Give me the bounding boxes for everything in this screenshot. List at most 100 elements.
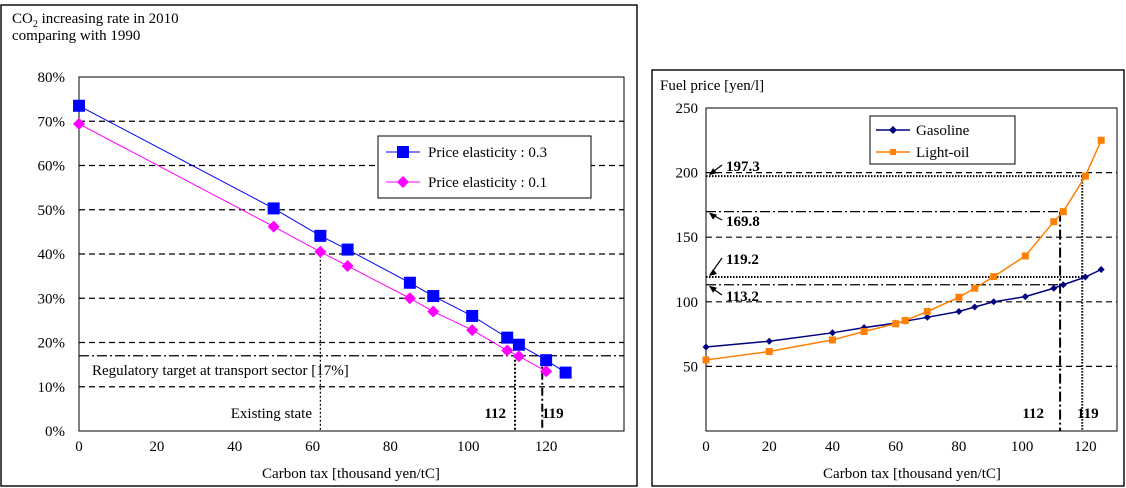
chart-frame [651,69,1125,487]
data-point [765,348,773,356]
data-point [501,331,514,344]
y-tick-label: 250 [676,101,699,117]
data-point [828,336,836,344]
price-annotations: 197.3 169.8 119.2 113.2 [709,159,760,305]
data-point [1059,208,1067,216]
mark-119-label: 119 [542,406,564,422]
y-tick-label: 150 [676,230,699,246]
data-point [403,276,416,289]
data-point [923,307,931,315]
data-point [702,356,710,364]
x-tick-label: 80 [383,439,398,455]
data-point [1097,266,1105,273]
grid [706,172,1117,367]
annotation-label-197.3: 197.3 [726,159,760,175]
data-point [1081,273,1089,281]
annotation-label-169.8: 169.8 [726,214,760,230]
x-tick-label: 0 [702,439,710,455]
x-tick-label: 80 [951,439,966,455]
annotation-arrowhead-113.2 [709,285,717,293]
y-tick-label: 50 [683,359,698,375]
data-point [1059,281,1067,289]
mark-112-label: 112 [484,406,506,422]
y-tick-label: 100 [676,295,699,311]
x-tick-label: 20 [149,439,164,455]
y-tick-label: 30% [38,291,66,307]
data-point [765,337,773,345]
series-group [702,136,1105,364]
data-point [540,365,553,378]
chart-frame [0,4,638,487]
data-point [501,344,514,357]
x-axis-label: Carbon tax [thousand yen/tC] [823,466,1001,482]
data-point [512,350,525,363]
data-point [1050,284,1058,292]
annotation-label-119.2: 119.2 [726,252,759,268]
x-tick-label: 0 [75,439,83,455]
y-tick-label: 200 [676,166,699,182]
x-tick-label: 120 [1074,439,1097,455]
annotation-label-113.2: 113.2 [726,289,759,305]
chart-title-line2: comparing with 1990 [12,28,140,44]
y-tick-label: 80% [38,70,66,86]
legend: Gasoline Light-oil [869,115,1016,165]
series-line-elasticity-01 [78,123,547,372]
data-point [990,298,998,306]
x-tick-label: 60 [305,439,320,455]
data-point [1050,218,1058,226]
existing-state-label: Existing state [231,406,313,422]
legend-box [869,115,1016,165]
annotation-arrowhead-119.2 [709,268,717,276]
data-point [702,343,710,351]
co2-rate-chart: CO2 increasing rate in 2010 comparing wi… [0,4,638,487]
x-tick-label: 40 [227,439,242,455]
data-point [923,313,931,321]
data-point [990,273,998,281]
legend-label-elasticity-03: Price elasticity : 0.3 [428,145,547,161]
data-point [314,245,327,258]
legend-marker-gasoline [889,126,897,134]
data-point [1021,293,1029,301]
x-tick-label: 100 [457,439,480,455]
y-tick-labels: 0% 10% 20% 30% 40% 50% 60% 70% 80% [38,70,66,440]
legend-marker-elasticity-01 [397,176,409,188]
y-tick-label: 60% [38,159,66,175]
data-point [559,366,572,379]
data-point [466,324,479,337]
y-tick-label: 0% [45,424,65,440]
data-point [427,305,440,318]
legend-label-light-oil: Light-oil [916,145,969,161]
fuel-price-chart: Fuel price [yen/l] 50 100 150 200 250 0 20 40 6… [651,69,1125,487]
y-tick-label: 50% [38,203,66,219]
legend-marker-light-oil [890,149,896,155]
target-label: Regulatory target at transport sector [1… [92,363,349,379]
x-tick-label: 120 [535,439,558,455]
data-point [403,292,416,305]
reference-lines [79,251,624,431]
mark-119-label: 119 [1077,406,1099,422]
x-tick-labels: 0 20 40 60 80 100 120 [702,439,1096,455]
legend-label-elasticity-01: Price elasticity : 0.1 [428,175,547,191]
data-point [1021,252,1029,260]
y-tick-labels: 50 100 150 200 250 [676,101,699,375]
data-point [971,284,979,292]
chart-title: Fuel price [yen/l] [660,78,764,94]
x-tick-label: 20 [762,439,777,455]
data-point [341,259,354,272]
data-point [971,303,979,311]
data-point [860,328,868,336]
data-point [512,338,525,351]
annotation-arrowhead-197.3 [709,168,717,176]
data-point [341,243,354,256]
y-tick-label: 20% [38,336,66,352]
y-tick-label: 40% [38,247,66,263]
y-tick-label: 70% [38,114,66,130]
data-point [73,117,85,130]
mark-112-label: 112 [1022,406,1044,422]
x-tick-labels: 0 20 40 60 80 100 120 [75,439,557,455]
data-point [1097,136,1105,144]
series-group [73,99,572,379]
data-point [540,354,553,367]
reference-lines [706,175,1084,431]
